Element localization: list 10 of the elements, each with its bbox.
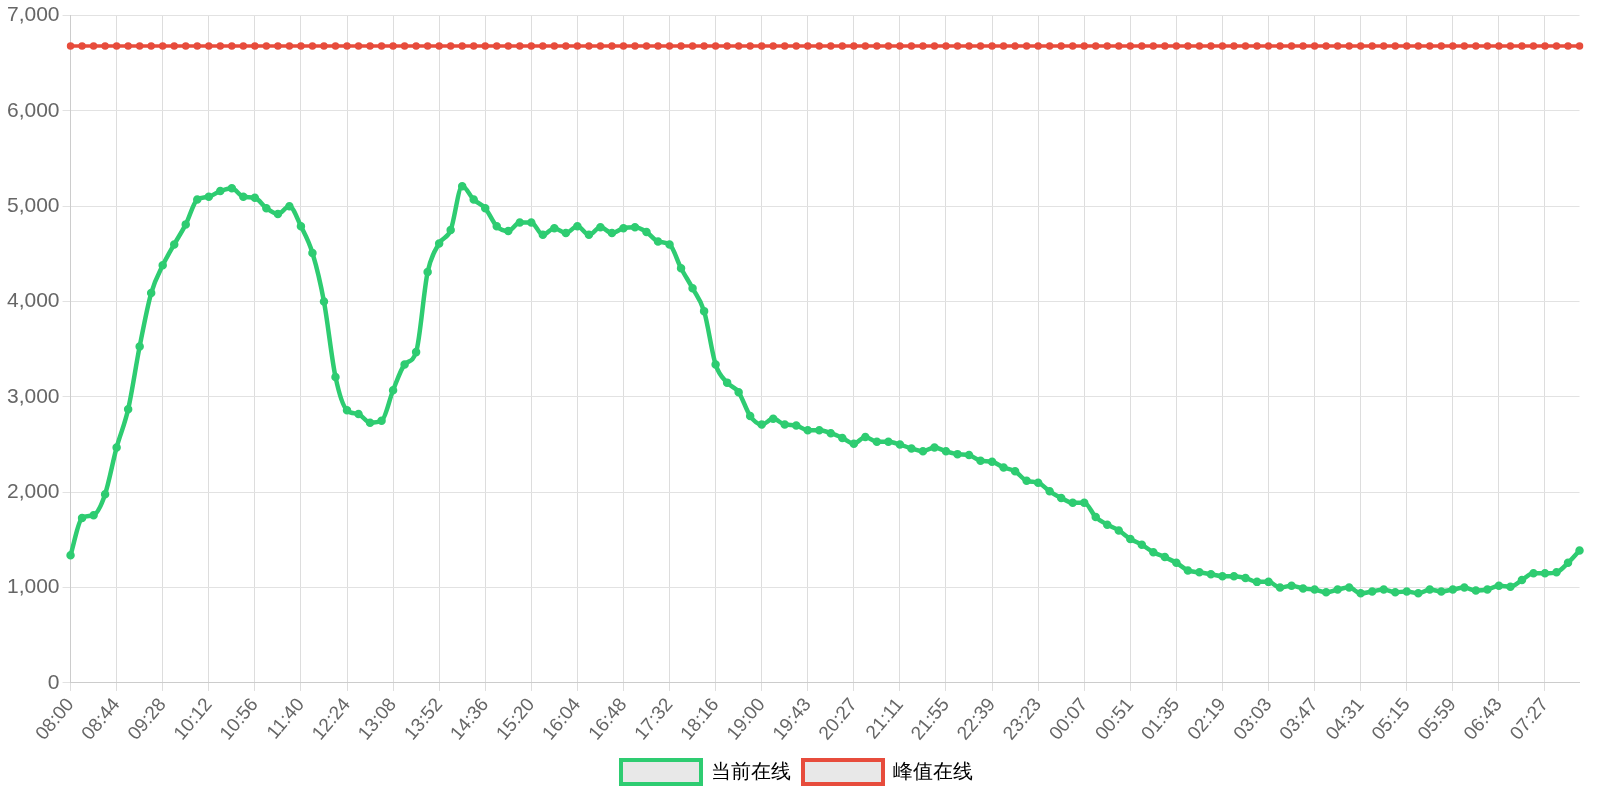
legend-label: 峰值在线 (893, 759, 973, 782)
y-tick-label: 4,000 (6, 288, 60, 312)
y-tick-label: 1,000 (6, 574, 60, 598)
y-tick-label: 7,000 (6, 2, 60, 26)
y-tick-label: 2,000 (6, 479, 60, 503)
y-tick-label: 6,000 (6, 97, 60, 121)
legend-label: 当前在线 (711, 759, 791, 782)
y-tick-label: 0 (47, 669, 60, 693)
y-tick-label: 5,000 (6, 193, 60, 217)
y-tick-label: 3,000 (6, 383, 60, 407)
